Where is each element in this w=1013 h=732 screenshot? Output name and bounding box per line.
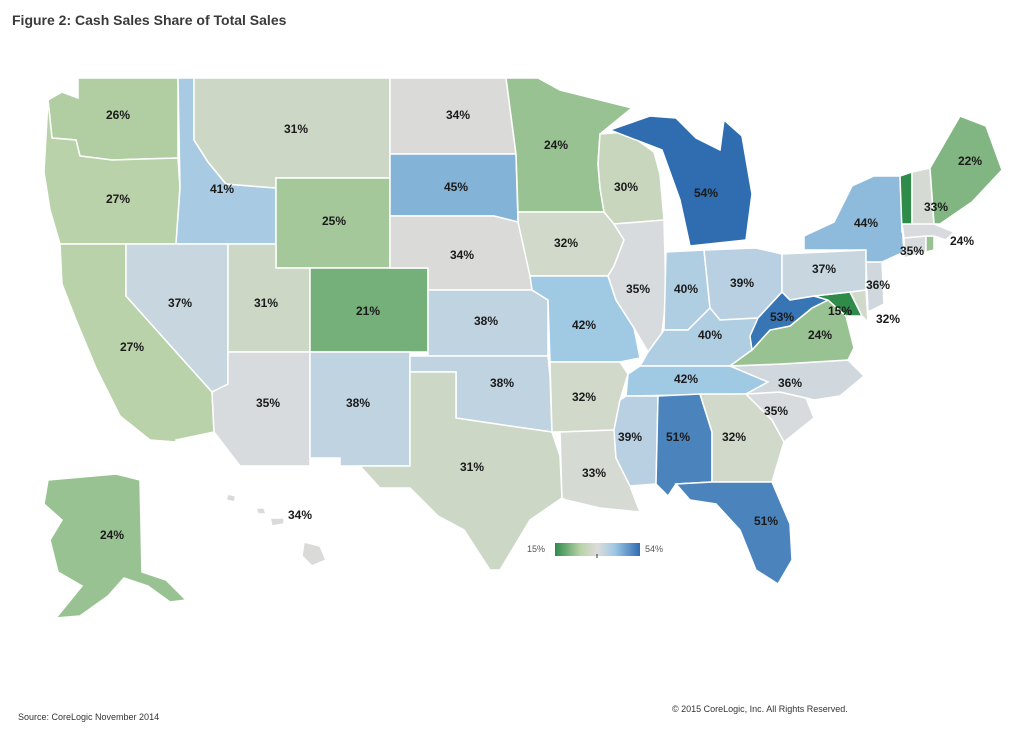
state-label-ar: 32%: [572, 390, 596, 404]
state-label-md: 15%: [828, 304, 852, 318]
state-hi: [301, 541, 327, 567]
state-label-ny: 44%: [854, 216, 878, 230]
source-text: Source: CoreLogic November 2014: [18, 712, 160, 722]
state-label-la: 33%: [582, 466, 606, 480]
state-label-ms: 39%: [618, 430, 642, 444]
state-tx: [358, 371, 563, 571]
state-label-mn: 24%: [544, 138, 568, 152]
state-label-mo: 42%: [572, 318, 596, 332]
state-hi: [225, 493, 237, 503]
color-legend: 15% 54%: [527, 543, 663, 558]
state-hi: [269, 517, 285, 527]
state-label-tn: 42%: [674, 372, 698, 386]
state-label-sd: 45%: [444, 180, 468, 194]
state-label-ks: 38%: [474, 314, 498, 328]
state-label-oh: 39%: [730, 276, 754, 290]
state-label-wi: 30%: [614, 180, 638, 194]
state-label-or: 27%: [106, 192, 130, 206]
state-label-id: 41%: [210, 182, 234, 196]
state-label-wa: 26%: [106, 108, 130, 122]
legend-max-label: 54%: [645, 544, 663, 554]
legend-min-label: 15%: [527, 544, 545, 554]
state-ny: [803, 175, 905, 263]
state-label-fl: 51%: [754, 514, 778, 528]
state-label-me: 22%: [958, 154, 982, 168]
state-label-tx: 31%: [460, 460, 484, 474]
state-label-ak: 24%: [100, 528, 124, 542]
state-label-nm: 38%: [346, 396, 370, 410]
state-vt: [899, 170, 913, 233]
state-mi: [607, 115, 753, 247]
labels-layer: 26% 27% 27% 41% 37% 31% 25% 31% 35% 21% 38% 34% 45% 3…: [100, 108, 982, 542]
state-label-nv: 37%: [168, 296, 192, 310]
legend-gradient-bar: [555, 543, 640, 556]
state-al: [655, 393, 713, 498]
state-label-il: 35%: [626, 282, 650, 296]
state-label-ga: 32%: [722, 430, 746, 444]
state-nm: [309, 351, 411, 467]
state-label-nj: 36%: [866, 278, 890, 292]
state-label-wy: 25%: [322, 214, 346, 228]
state-label-sc: 35%: [764, 404, 788, 418]
state-label-nd: 34%: [446, 108, 470, 122]
state-fl: [674, 481, 793, 586]
state-label-va: 24%: [808, 328, 832, 342]
state-label-ut: 31%: [254, 296, 278, 310]
state-label-pa: 37%: [812, 262, 836, 276]
state-label-al: 51%: [666, 430, 690, 444]
state-ks: [427, 289, 549, 357]
state-label-co: 21%: [356, 304, 380, 318]
state-label-az: 35%: [256, 396, 280, 410]
states-layer: [43, 77, 1003, 619]
state-label-de: 32%: [876, 312, 900, 326]
state-label-in: 40%: [674, 282, 698, 296]
state-ct: [901, 223, 956, 241]
copyright-text: © 2015 CoreLogic, Inc. All Rights Reserv…: [672, 704, 848, 714]
map-title: Figure 2: Cash Sales Share of Total Sale…: [12, 12, 287, 28]
state-ak: [43, 473, 188, 619]
state-ri: [925, 235, 935, 253]
state-label-ne: 34%: [450, 248, 474, 262]
state-label-wv: 53%: [770, 310, 794, 324]
state-label-ia: 32%: [554, 236, 578, 250]
state-label-nc: 36%: [778, 376, 802, 390]
state-label-nh: 33%: [924, 200, 948, 214]
state-label-ok: 38%: [490, 376, 514, 390]
state-label-ky: 40%: [698, 328, 722, 342]
state-label-hi: 34%: [288, 508, 312, 522]
state-label-mt: 31%: [284, 122, 308, 136]
state-label-mi: 54%: [694, 186, 718, 200]
state-label-ca: 27%: [120, 340, 144, 354]
state-hi: [254, 507, 268, 515]
state-label-ct: 35%: [900, 244, 924, 258]
state-label-ri: 24%: [950, 234, 974, 248]
